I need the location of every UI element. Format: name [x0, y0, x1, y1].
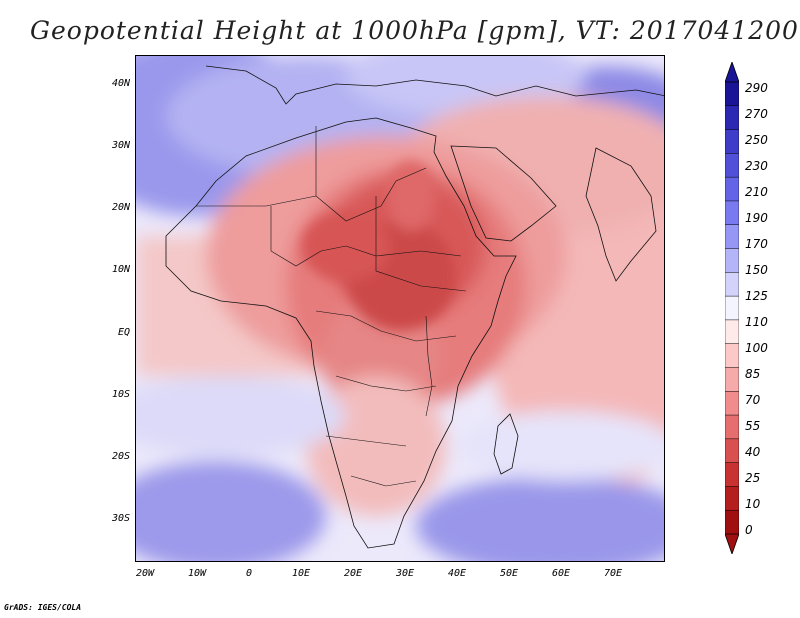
- colorbar-label: 40: [745, 445, 761, 459]
- lon-tick: 20E: [343, 568, 363, 579]
- lat-tick: 10N: [111, 264, 130, 275]
- lon-tick: 20W: [135, 568, 155, 579]
- colorbar-label: 25: [745, 471, 761, 485]
- colorbar-label: 290: [745, 81, 768, 95]
- lon-tick: 10E: [291, 568, 311, 579]
- colorbar-band: [725, 272, 739, 297]
- lat-tick: 20S: [111, 451, 130, 462]
- colorbar-top-arrow: [725, 62, 739, 83]
- colorbar-band: [725, 105, 739, 131]
- lat-tick: 30N: [111, 140, 130, 151]
- colorbar-label: 125: [745, 289, 768, 303]
- colorbar-label: 210: [745, 185, 768, 199]
- borders: [196, 126, 467, 487]
- colorbar-label: 85: [745, 367, 761, 381]
- europe-coast: [205, 65, 664, 105]
- colorbar-band: [725, 295, 739, 321]
- coastlines: [165, 65, 664, 549]
- colorbar-label: 100: [745, 341, 768, 355]
- lon-tick: 40E: [447, 568, 467, 579]
- border-sudan: [375, 196, 467, 292]
- colorbar-label: 110: [745, 315, 768, 329]
- colorbar-band: [725, 153, 739, 178]
- south-atlantic-low: [136, 461, 326, 561]
- colorbar-label: 150: [745, 263, 768, 277]
- colorbar-bottom-arrow: [725, 533, 739, 554]
- border-congo: [335, 375, 437, 392]
- map-title: Geopotential Height at 1000hPa [gpm], VT…: [30, 16, 799, 45]
- colorbar-band: [725, 319, 739, 345]
- south-indian-band: [456, 411, 664, 481]
- border-east-africa: [425, 315, 433, 417]
- geopotential-map: [136, 56, 664, 561]
- border-sahel: [270, 206, 462, 267]
- lat-tick: 30S: [111, 513, 130, 524]
- colorbar-band: [725, 81, 739, 107]
- border-south: [325, 435, 407, 447]
- colorbar-band: [725, 414, 739, 440]
- lon-tick: 60E: [551, 568, 571, 579]
- colorbar-label: 55: [745, 419, 761, 433]
- colorbar-label: 0: [745, 523, 753, 537]
- border-north-africa: [315, 126, 427, 222]
- colorbar-label: 70: [745, 393, 761, 407]
- colorbar-band: [725, 248, 739, 274]
- border-sahara: [196, 195, 317, 207]
- colorbar-band: [725, 200, 739, 226]
- colorbar-band: [725, 462, 739, 488]
- lon-tick: 50E: [499, 568, 519, 579]
- colorbar-label: 230: [745, 159, 768, 173]
- lon-tick: 30E: [395, 568, 415, 579]
- colorbar-label: 170: [745, 237, 768, 251]
- colorbar-label: 270: [745, 107, 768, 121]
- arabia-coast: [450, 145, 557, 242]
- colorbar-bands: [725, 81, 739, 535]
- madagascar-coast: [493, 413, 519, 475]
- colorbar-band: [725, 176, 739, 202]
- lat-tick: 10S: [111, 389, 130, 400]
- south-indian-low: [416, 476, 664, 561]
- colorbar-band: [725, 391, 739, 416]
- lon-tick: 10W: [187, 568, 207, 579]
- colorbar-label: 190: [745, 211, 768, 225]
- colorbar-band: [725, 129, 739, 155]
- lat-tick: 40N: [111, 78, 130, 89]
- grads-credit: GrADS: IGES/COLA: [4, 603, 82, 612]
- lat-tick: 20N: [111, 202, 130, 213]
- india-coast: [585, 147, 657, 282]
- colorbar-band: [725, 438, 739, 464]
- lat-tick: EQ: [117, 327, 130, 338]
- colorbar-label: 250: [745, 133, 768, 147]
- border-southern-africa: [350, 475, 417, 487]
- south-atlantic-band: [136, 376, 346, 456]
- lon-tick: 0: [245, 568, 253, 579]
- colorbar-band: [725, 367, 739, 393]
- lon-tick: 70E: [603, 568, 623, 579]
- height-field: [136, 56, 664, 561]
- africa-coast: [165, 117, 517, 549]
- hot-core-egypt: [386, 161, 436, 231]
- map-panel: [135, 55, 665, 562]
- colorbar-band: [725, 509, 739, 535]
- border-central: [315, 310, 457, 342]
- colorbar-band: [725, 486, 739, 511]
- colorbar-label: 10: [745, 497, 761, 511]
- colorbar: [725, 62, 739, 554]
- colorbar-band: [725, 343, 739, 369]
- colorbar-band: [725, 224, 739, 250]
